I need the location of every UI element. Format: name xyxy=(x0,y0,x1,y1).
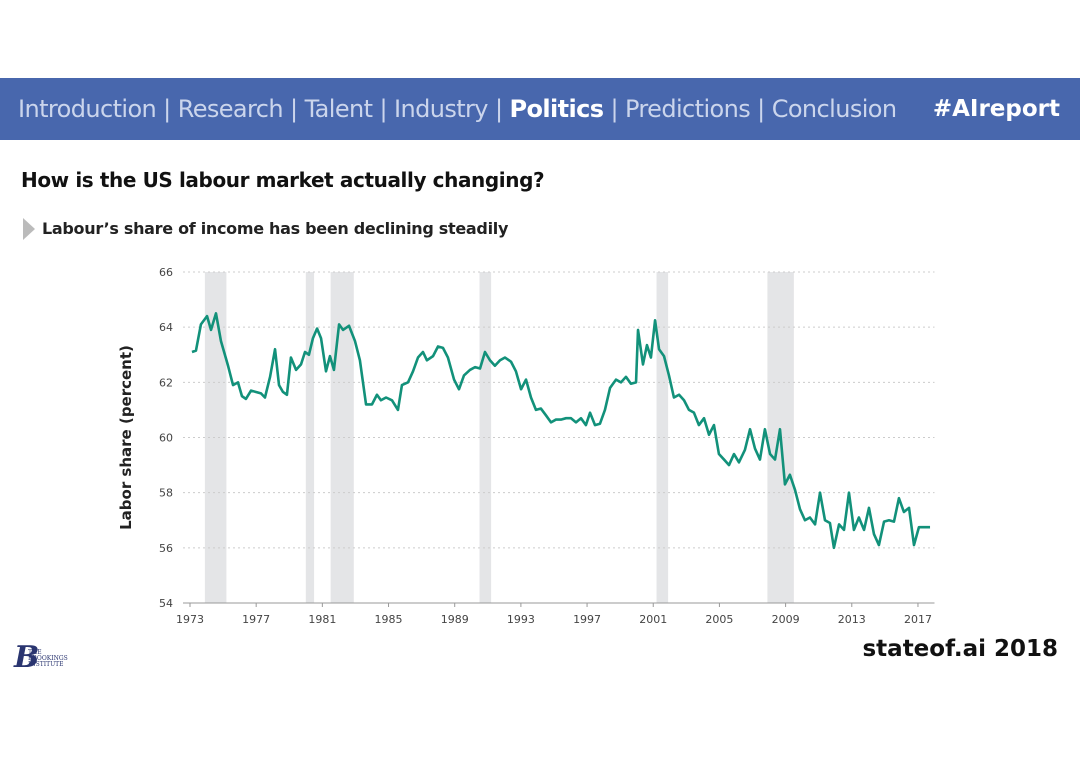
nav-item[interactable]: Research xyxy=(177,95,284,123)
x-tick-label: 2013 xyxy=(838,613,866,626)
logo-text: THE BROOKINGS INSTITUTE xyxy=(28,650,68,668)
y-tick-label: 66 xyxy=(159,266,173,279)
x-tick-label: 1985 xyxy=(375,613,403,626)
nav-item[interactable]: Industry xyxy=(393,95,489,123)
x-tick-label: 2001 xyxy=(639,613,667,626)
nav-item[interactable]: Predictions xyxy=(624,95,751,123)
x-tick-label: 1989 xyxy=(441,613,469,626)
x-tick-label: 2017 xyxy=(904,613,932,626)
nav: Introduction | Research | Talent | Indus… xyxy=(18,78,897,140)
y-tick-label: 62 xyxy=(159,376,173,389)
x-tick-label: 1973 xyxy=(176,613,204,626)
y-tick-label: 56 xyxy=(159,542,173,555)
recession-band xyxy=(656,272,669,603)
nav-bar: Introduction | Research | Talent | Indus… xyxy=(0,78,1080,140)
recession-band xyxy=(204,272,227,603)
y-tick-label: 58 xyxy=(159,487,173,500)
nav-separator: | xyxy=(379,95,387,123)
nav-separator: | xyxy=(757,95,765,123)
data-line xyxy=(191,312,931,550)
x-tick-label: 1981 xyxy=(308,613,336,626)
y-tick-label: 54 xyxy=(159,597,173,610)
nav-item[interactable]: Conclusion xyxy=(771,95,897,123)
nav-item[interactable]: Introduction xyxy=(18,95,157,123)
y-tick-label: 64 xyxy=(159,321,173,334)
nav-item[interactable]: Talent xyxy=(304,95,373,123)
logo-letter: B xyxy=(14,640,40,675)
footer: stateof.ai 2018 xyxy=(862,636,1058,662)
x-tick-label: 1977 xyxy=(242,613,270,626)
logo: B THE BROOKINGS INSTITUTE xyxy=(14,640,68,675)
nav-item[interactable]: Politics xyxy=(509,95,604,123)
nav-separator: | xyxy=(163,95,171,123)
y-axis-label: Labor share (percent) xyxy=(117,345,135,530)
nav-separator: | xyxy=(610,95,618,123)
recession-band xyxy=(479,272,492,603)
logo-line: BROOKINGS xyxy=(28,655,68,662)
subtitle: Labour’s share of income has been declin… xyxy=(42,219,509,238)
title: How is the US labour market actually cha… xyxy=(21,168,545,192)
y-tick-label: 60 xyxy=(159,432,173,445)
logo-line: INSTITUTE xyxy=(28,661,64,668)
x-tick-label: 2009 xyxy=(772,613,800,626)
x-tick-label: 1993 xyxy=(507,613,535,626)
x-tick-label: 2005 xyxy=(705,613,733,626)
bullet-arrow xyxy=(23,218,35,240)
hashtag: #AIreport xyxy=(932,96,1060,122)
nav-separator: | xyxy=(290,95,298,123)
x-tick-label: 1997 xyxy=(573,613,601,626)
logo-line: THE xyxy=(28,649,42,656)
nav-separator: | xyxy=(494,95,503,123)
